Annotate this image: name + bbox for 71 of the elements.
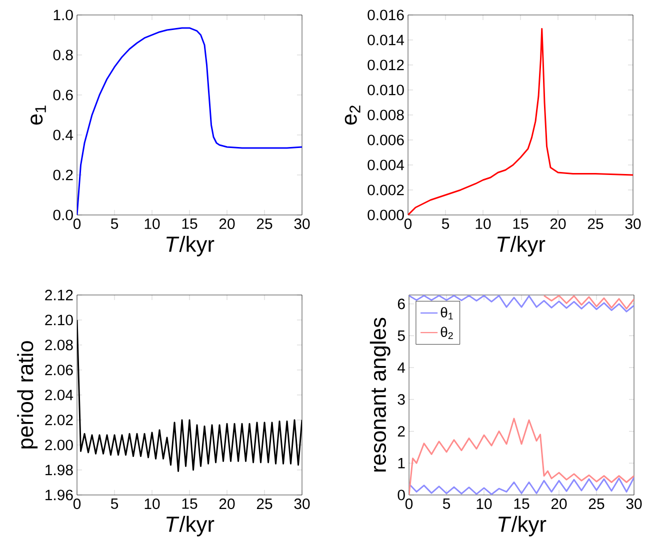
x-tick-label: 0 xyxy=(73,498,81,510)
line-series xyxy=(409,476,634,495)
x-tick-label: 25 xyxy=(588,218,604,230)
y-tick-label: 1.98 xyxy=(46,464,73,476)
x-tick-label: 30 xyxy=(625,218,641,230)
x-tick-label: 15 xyxy=(513,218,528,229)
legend-label: θ$_{2}$ xyxy=(440,326,453,340)
x-tick-label: 25 xyxy=(256,218,272,230)
x-tick-label: 15 xyxy=(182,498,198,509)
line-series xyxy=(543,294,634,310)
y-axis-title: e$_{1}$ xyxy=(30,106,46,125)
x-tick-label: 15 xyxy=(182,218,198,229)
y-tick-label: 0.014 xyxy=(368,34,404,46)
y-tick-label: 1.0 xyxy=(54,10,73,20)
y-tick-label: 0.6 xyxy=(53,90,73,100)
y-tick-label: 0 xyxy=(398,490,405,500)
y-tick-label: 0.016 xyxy=(368,10,404,20)
y-tick-label: 0.4 xyxy=(53,130,74,140)
x-tick-label: 30 xyxy=(294,218,310,230)
y-tick-label: 1.96 xyxy=(46,490,73,500)
x-tick-label: 5 xyxy=(110,498,118,509)
y-tick-label: 0.012 xyxy=(368,60,404,70)
y-tick-label: 2.04 xyxy=(45,390,74,400)
x-tick-label: 0 xyxy=(405,498,413,510)
y-tick-label: 3 xyxy=(398,394,405,405)
x-tick-label: 5 xyxy=(110,218,118,229)
y-tick-label: 0.8 xyxy=(53,50,73,60)
y-tick-label: 2.10 xyxy=(45,314,73,326)
x-axis-title: T/kyr xyxy=(166,236,214,256)
y-tick-label: 5 xyxy=(398,330,405,341)
y-tick-label: 2.00 xyxy=(45,440,73,450)
y-axis-title: e$_{2}$ xyxy=(344,106,360,125)
x-tick-label: 20 xyxy=(551,498,567,510)
x-tick-label: 25 xyxy=(588,498,604,510)
y-tick-label: 0.010 xyxy=(368,84,404,96)
x-tick-label: 20 xyxy=(219,498,235,510)
x-tick-label: 10 xyxy=(476,498,492,510)
x-tick-label: 5 xyxy=(442,498,450,509)
x-tick-label: 25 xyxy=(256,498,272,510)
x-tick-label: 10 xyxy=(144,218,160,230)
x-tick-label: 15 xyxy=(514,498,530,509)
x-tick-label: 0 xyxy=(73,218,81,230)
x-tick-label: 10 xyxy=(476,218,491,230)
y-tick-label: 0.006 xyxy=(368,134,404,146)
y-tick-label: 6 xyxy=(398,298,405,310)
y-tick-label: 0.008 xyxy=(368,110,404,120)
x-tick-label: 20 xyxy=(550,218,566,230)
y-tick-label: 1 xyxy=(398,458,405,468)
x-axis-title: T/kyr xyxy=(497,236,546,256)
y-tick-label: 2.06 xyxy=(45,364,73,376)
y-axis-title: period ratio xyxy=(17,341,38,448)
y-tick-label: 0.2 xyxy=(53,170,73,180)
y-tick-label: 4 xyxy=(398,362,406,373)
x-axis-title: T/kyr xyxy=(166,516,214,536)
x-tick-label: 5 xyxy=(442,218,450,229)
y-tick-label: 0.004 xyxy=(368,160,404,170)
y-tick-label: 2.08 xyxy=(45,340,73,350)
x-tick-label: 30 xyxy=(294,498,310,510)
x-tick-label: 10 xyxy=(144,498,160,510)
y-tick-label: 0.000 xyxy=(368,210,404,220)
line-series xyxy=(409,418,634,495)
x-tick-label: 30 xyxy=(626,498,642,510)
y-tick-label: 2 xyxy=(398,426,405,437)
y-tick-label: 0.002 xyxy=(368,184,404,196)
legend-label: θ$_{1}$ xyxy=(440,307,453,320)
y-tick-label: 2.12 xyxy=(45,290,73,300)
x-tick-label: 20 xyxy=(219,218,235,230)
y-tick-label: 0.0 xyxy=(53,210,73,220)
y-axis-title: resonant angles xyxy=(370,318,390,472)
y-tick-label: 2.02 xyxy=(45,414,73,426)
x-axis-title: T/kyr xyxy=(498,516,546,536)
